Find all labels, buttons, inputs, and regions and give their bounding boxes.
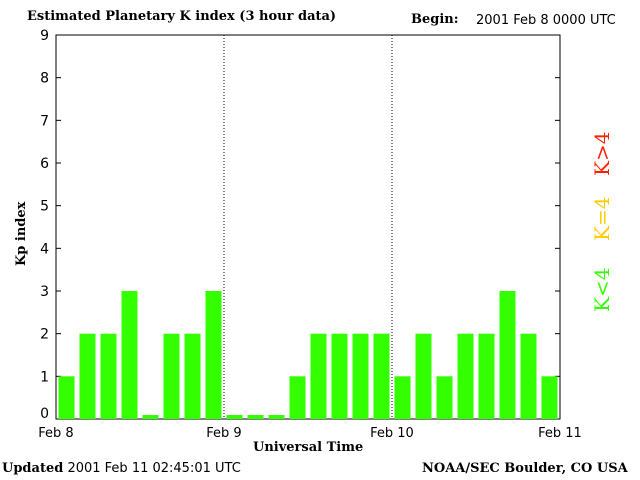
y-axis-label: Kp index [14, 201, 29, 266]
y-tick-label: 4 [40, 241, 49, 257]
legend-k-above-4: K>4 [590, 131, 614, 176]
y-tick-label: 2 [40, 327, 49, 343]
y-tick-label: 1 [40, 369, 49, 385]
y-tick-label: 5 [40, 199, 49, 215]
kp-bar [310, 333, 327, 419]
kp-bar [415, 333, 432, 419]
kp-bar [331, 333, 348, 419]
updated-label: Updated [2, 461, 64, 476]
chart-title: Estimated Planetary K index (3 hour data… [27, 9, 337, 24]
kp-bar [436, 376, 453, 419]
kp-bar [394, 376, 411, 419]
kp-bar [163, 333, 180, 419]
kp-bar [373, 333, 390, 419]
plot-frame [55, 34, 561, 420]
kp-bar [268, 415, 285, 419]
updated-value-line: Updated 2001 Feb 11 02:45:01 UTC [2, 461, 241, 476]
credit-text: NOAA/SEC Boulder, CO USA [422, 461, 628, 476]
x-tick-label: Feb 9 [206, 426, 241, 441]
kp-bar [520, 333, 537, 419]
kp-bar [58, 376, 75, 419]
kp-bar [478, 333, 495, 419]
kp-bar [142, 415, 159, 419]
y-tick-label: 8 [40, 71, 49, 87]
kp-bar [226, 415, 243, 419]
kp-bar [79, 333, 96, 419]
x-axis-label: Universal Time [253, 440, 364, 455]
x-tick-label: Feb 11 [538, 426, 582, 441]
legend-k-below-4: K<4 [590, 267, 614, 312]
y-tick-label: 0 [40, 406, 49, 422]
kp-bar [499, 291, 516, 419]
begin-label: Begin: [411, 12, 459, 27]
kp-bar [100, 333, 117, 419]
kp-bar [457, 333, 474, 419]
kp-bar [352, 333, 369, 419]
y-tick-label: 7 [40, 113, 49, 129]
updated-value: 2001 Feb 11 02:45:01 UTC [67, 461, 241, 476]
y-tick-label: 6 [40, 156, 49, 172]
x-tick-label: Feb 8 [38, 426, 73, 441]
kp-bar [121, 291, 138, 419]
y-tick-label: 9 [40, 28, 49, 44]
kp-bar [247, 415, 264, 419]
kp-bar [184, 333, 201, 419]
legend-k-equal-4: K=4 [590, 196, 614, 241]
y-tick-label: 3 [40, 284, 49, 300]
kp-bar [289, 376, 306, 419]
x-tick-label: Feb 10 [370, 426, 414, 441]
begin-value: 2001 Feb 8 0000 UTC [476, 13, 616, 28]
kp-bar [205, 291, 222, 419]
kp-bar [541, 376, 558, 419]
